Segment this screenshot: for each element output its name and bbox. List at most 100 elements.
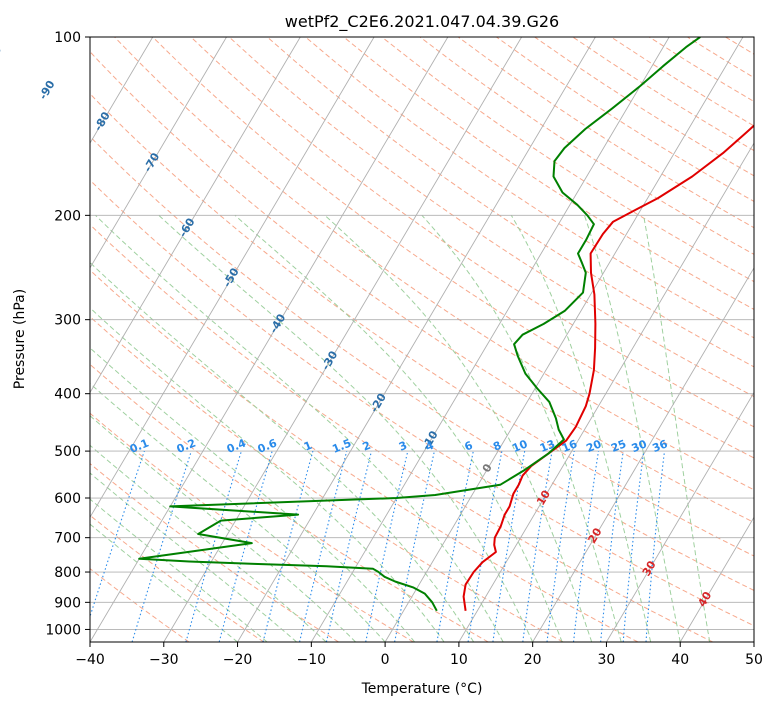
dry-adiabat <box>90 412 414 642</box>
dry-adiabat <box>90 363 489 642</box>
mixing-ratio-line <box>622 451 645 642</box>
moist-adiabat <box>90 347 415 642</box>
profile-series <box>138 37 754 612</box>
isotherm-line <box>90 37 449 642</box>
dewpoint-profile-line <box>138 37 701 612</box>
dry-adiabat <box>457 37 754 229</box>
dry-adiabat <box>90 93 754 557</box>
annotation-label: 36 <box>650 437 669 455</box>
moist-adiabat <box>421 214 622 642</box>
moist-adiabat <box>583 215 681 642</box>
moist-adiabat <box>510 215 652 642</box>
annotation-label: 0.4 <box>225 436 248 455</box>
annotation-label: 30 <box>640 558 659 578</box>
y-tick-label: 100 <box>54 30 81 46</box>
y-tick-label: 1000 <box>45 622 81 638</box>
isotherm-line <box>679 516 754 642</box>
moist-adiabat <box>90 498 268 642</box>
moist-adiabat <box>95 214 504 642</box>
annotation-label: -60 <box>176 215 197 239</box>
annotation-label: 16 <box>560 437 579 455</box>
isotherm-line <box>458 142 754 642</box>
mixing-ratio-line <box>572 451 600 642</box>
annotation-label: -100 <box>0 43 4 74</box>
mixing-ratio-line <box>645 451 666 642</box>
y-axis-label: Pressure (hPa) <box>12 289 28 389</box>
x-tick-label: 20 <box>524 652 542 668</box>
moist-adiabat <box>643 215 711 642</box>
temperature-profile-line <box>462 124 754 611</box>
moist-adiabat <box>90 444 327 642</box>
moist-adiabat <box>90 261 475 642</box>
mixing-ratio-line <box>325 450 373 642</box>
x-tick-label: 30 <box>598 652 616 668</box>
dry-adiabat <box>496 37 754 203</box>
annotation-labels: -100-90-80-70-60-50-40-30-20-10010203040… <box>0 43 715 609</box>
dry-adiabat <box>114 37 754 491</box>
isotherm-line <box>753 641 754 642</box>
isotherm-line <box>310 37 670 642</box>
mixing-ratio-line <box>394 450 435 642</box>
isotherm-line <box>532 266 754 642</box>
isotherm-line <box>90 37 301 394</box>
mixing-ratio-line <box>522 451 553 642</box>
moist-adiabat <box>90 472 297 642</box>
background-lines <box>0 37 754 642</box>
y-tick-label: 600 <box>54 491 81 507</box>
isotherm-line <box>384 37 744 642</box>
annotation-label: 25 <box>609 437 628 455</box>
mixing-ratio-line <box>299 450 348 642</box>
isotherm-line <box>90 37 227 269</box>
y-tick-label: 200 <box>54 208 81 224</box>
annotation-label: 40 <box>695 589 714 609</box>
dry-adiabat <box>381 37 754 283</box>
isotherm-line <box>606 391 754 642</box>
dry-adiabat <box>90 50 754 524</box>
x-tick-label: −40 <box>75 652 105 668</box>
annotation-label: 10 <box>534 488 553 508</box>
isotherm-line <box>163 37 523 642</box>
mixing-ratio-line <box>185 450 242 642</box>
dry-adiabat <box>534 37 754 177</box>
dry-adiabat <box>190 37 754 428</box>
x-tick-label: 0 <box>381 652 390 668</box>
moist-adiabat <box>90 382 386 642</box>
x-tick-label: −20 <box>223 652 253 668</box>
x-tick-label: 50 <box>745 652 763 668</box>
annotation-label: 30 <box>630 437 649 455</box>
dry-adiabat <box>152 37 754 459</box>
dry-adiabat <box>90 269 639 642</box>
moist-adiabat <box>234 214 563 642</box>
dry-adiabat <box>228 37 754 398</box>
isotherm-line <box>0 37 5 642</box>
moist-adiabat <box>90 523 238 642</box>
y-tick-label: 700 <box>54 531 81 547</box>
annotation-label: 8 <box>491 439 503 454</box>
annotation-label: 0.1 <box>128 437 151 456</box>
moist-adiabat <box>324 214 593 642</box>
annotation-label: 2 <box>361 439 373 454</box>
x-axis-ticks: −40 −30 −20 −10 0 10 20 30 40 50 <box>75 642 763 668</box>
y-axis-ticks: 100 200 300 400 500 600 700 800 900 1000 <box>45 30 90 638</box>
isotherm-line <box>237 37 596 642</box>
mixing-ratio-line <box>365 450 409 642</box>
dry-adiabat <box>343 37 754 310</box>
annotation-label: 3 <box>397 439 409 454</box>
annotation-label: -70 <box>141 150 162 174</box>
chart-title: wetPf2_C2E6.2021.047.04.39.G26 <box>285 12 559 32</box>
plot-frame <box>89 36 755 643</box>
isotherm-line <box>90 37 375 519</box>
annotation-label: 0.2 <box>175 437 198 456</box>
isotherm-line <box>90 37 154 144</box>
x-axis-label: Temperature (°C) <box>361 681 483 697</box>
annotation-label: -80 <box>92 109 113 133</box>
annotation-label: 0 <box>480 461 495 475</box>
mixing-ratio-line <box>600 451 624 642</box>
x-tick-label: 10 <box>450 652 468 668</box>
annotation-label: 13 <box>538 437 557 455</box>
annotation-label: 20 <box>584 437 603 455</box>
annotation-label: 20 <box>586 525 605 545</box>
annotation-label: -30 <box>319 348 340 372</box>
moist-adiabat <box>158 214 534 642</box>
